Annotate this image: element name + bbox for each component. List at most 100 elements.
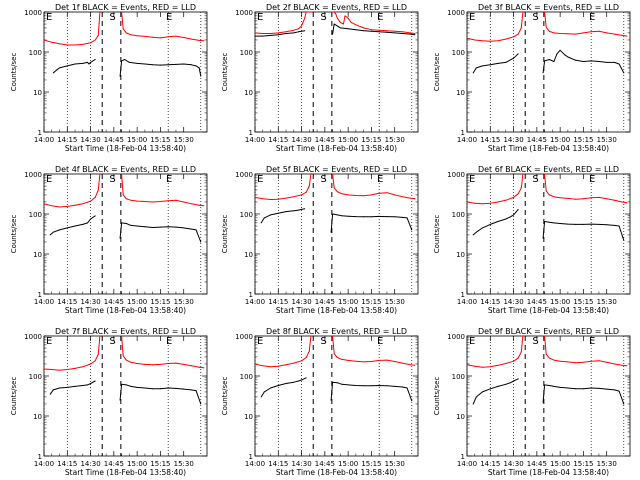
series-events-point: [482, 227, 484, 229]
x-tick-label: 14:30: [80, 460, 100, 468]
series-lld-line: [255, 336, 312, 368]
x-tick-label: 14:45: [315, 460, 335, 468]
series-lld-point: [505, 363, 507, 365]
series-lld-point: [152, 36, 154, 38]
series-lld-point: [370, 361, 372, 363]
series-lld-point: [175, 199, 177, 201]
series-lld-point: [378, 192, 380, 194]
series-lld-point: [505, 199, 507, 201]
series-lld-point: [386, 30, 388, 32]
series-lld-line: [467, 174, 524, 205]
series-events-point: [144, 63, 146, 65]
series-events-point: [119, 237, 121, 239]
series-lld-point: [190, 203, 192, 205]
series-events-point: [613, 389, 615, 391]
series-lld-point: [559, 33, 561, 35]
series-events-point: [293, 381, 295, 383]
x-axis-label: Start Time (18-Feb-04 13:58:40): [276, 468, 397, 477]
series-events-point: [277, 384, 279, 386]
x-tick-label: 14:00: [457, 136, 477, 144]
y-tick-label: 1: [461, 453, 465, 461]
series-events-point: [86, 61, 88, 63]
x-tick-label: 14:15: [480, 136, 500, 144]
series-events-point: [159, 388, 161, 390]
series-events-point: [74, 225, 76, 227]
series-events-line: [542, 49, 625, 74]
x-tick-label: 14:15: [268, 460, 288, 468]
x-tick-label: 14:45: [527, 136, 547, 144]
series-lld-point: [559, 360, 561, 362]
series-events-point: [82, 223, 84, 225]
series-lld-point: [82, 203, 84, 205]
chart-title: Det 7f BLACK = Events, RED = LLD: [55, 327, 196, 336]
series-events-point: [497, 220, 499, 222]
series-lld-point: [567, 197, 569, 199]
series-lld-line: [121, 336, 204, 369]
series-lld-line: [255, 12, 311, 34]
series-events-point: [606, 224, 608, 226]
series-events-point: [330, 399, 332, 401]
x-tick-label: 14:45: [527, 460, 547, 468]
x-tick-label: 15:15: [150, 298, 170, 306]
series-lld-point: [97, 34, 99, 36]
series-lld-point: [125, 32, 127, 34]
y-tick-label: 100: [240, 373, 253, 381]
series-events-point: [475, 67, 477, 69]
series-events-point: [401, 216, 403, 218]
series-events-point: [505, 61, 507, 63]
series-lld-point: [125, 359, 127, 361]
series-lld-point: [401, 362, 403, 364]
series-events-point: [52, 72, 54, 74]
series-events-point: [119, 75, 121, 77]
series-events-point: [121, 383, 123, 385]
x-tick-label: 15:00: [338, 298, 358, 306]
series-lld-point: [520, 27, 522, 29]
series-lld-point: [344, 15, 346, 17]
series-lld-point: [198, 39, 200, 41]
x-tick-label: 15:00: [550, 298, 570, 306]
series-events-point: [598, 387, 600, 389]
chart-title: Det 4f BLACK = Events, RED = LLD: [55, 165, 196, 174]
series-lld-line: [44, 12, 101, 46]
series-lld-point: [310, 174, 312, 175]
x-axis-label: Start Time (18-Feb-04 13:58:40): [65, 468, 186, 477]
series-events-point: [567, 223, 569, 225]
series-lld-line: [332, 12, 415, 34]
series-events-point: [88, 63, 90, 65]
series-lld-point: [613, 33, 615, 35]
series-lld-point: [203, 367, 205, 369]
y-tick-label: 1: [249, 129, 253, 137]
series-events-point: [336, 25, 338, 27]
series-lld-point: [66, 205, 68, 207]
series-events-point: [606, 388, 608, 390]
x-tick-label: 14:00: [245, 136, 265, 144]
x-tick-label: 14:30: [503, 298, 523, 306]
y-tick-label: 1000: [24, 9, 42, 17]
series-events-point: [411, 229, 413, 231]
series-events-point: [475, 396, 477, 398]
series-lld-line: [544, 174, 627, 204]
series-lld-point: [332, 12, 334, 13]
series-lld-line: [332, 336, 415, 366]
series-lld-point: [414, 198, 416, 200]
y-tick-label: 1: [38, 453, 42, 461]
series-lld-point: [347, 359, 349, 361]
x-tick-label: 15:30: [385, 136, 405, 144]
series-events-point: [509, 382, 511, 384]
series-lld-point: [74, 44, 76, 46]
series-events-point: [513, 380, 515, 382]
marker-label-s: S: [109, 174, 115, 185]
series-events-point: [472, 234, 474, 236]
series-events-point: [66, 227, 68, 229]
x-tick-label: 14:45: [104, 136, 124, 144]
series-lld-point: [277, 365, 279, 367]
series-lld-point: [553, 32, 555, 34]
series-lld-point: [575, 33, 577, 35]
x-tick-label: 15:00: [127, 136, 147, 144]
series-lld-point: [626, 365, 628, 367]
series-lld-point: [394, 194, 396, 196]
series-lld-point: [262, 365, 264, 367]
series-events-point: [482, 65, 484, 67]
x-tick-label: 15:15: [573, 136, 593, 144]
series-events-point: [94, 58, 96, 60]
